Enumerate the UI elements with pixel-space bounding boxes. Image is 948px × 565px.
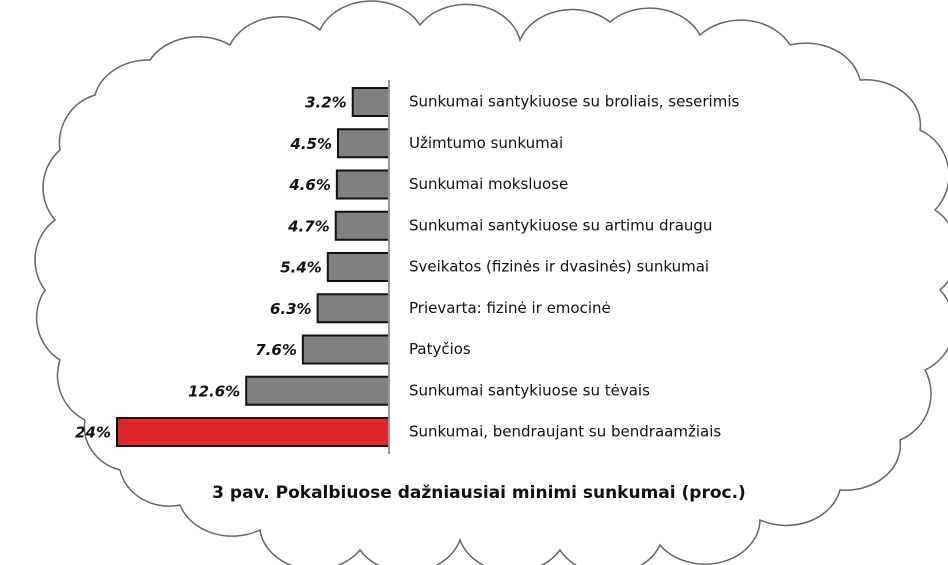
value-label: 5.4% [280, 259, 322, 277]
category-label: Prievarta: fizinė ir emocinė [409, 299, 611, 317]
value-label: 4.7% [287, 217, 330, 235]
category-label: Sunkumai moksluose [409, 175, 568, 193]
bar [301, 334, 390, 365]
category-label: Užimtumo sunkumai [409, 134, 563, 152]
value-label: 12.6% [188, 382, 240, 400]
value-label: 4.6% [288, 176, 331, 194]
bar [245, 375, 390, 406]
bar [335, 169, 391, 200]
value-label: 7.6% [255, 341, 297, 359]
category-label: Sunkumai santykiuose su tėvais [409, 381, 650, 399]
category-label: Patyčios [409, 340, 471, 358]
cloud-shape [34, 0, 948, 565]
chart-title: 3 pav. Pokalbiuose dažniausiai minimi su… [212, 483, 746, 503]
value-label: 24% [75, 424, 111, 442]
value-label: 4.5% [289, 135, 332, 153]
value-label: 3.2% [305, 94, 347, 112]
category-label: Sunkumai, bendraujant su bendraamžiais [409, 423, 721, 441]
category-label: Sunkumai santykiuose su artimu draugu [409, 216, 712, 234]
bar [337, 128, 390, 159]
value-label: 6.3% [270, 300, 312, 318]
bar [334, 210, 391, 241]
category-label: Sveikatos (fizinės ir dvasinės) sunkumai [409, 258, 709, 276]
bar [351, 87, 391, 117]
bar [316, 293, 391, 324]
bar [116, 417, 390, 447]
category-label: Sunkumai santykiuose su broliais, seseri… [409, 93, 740, 111]
bar [326, 252, 390, 282]
